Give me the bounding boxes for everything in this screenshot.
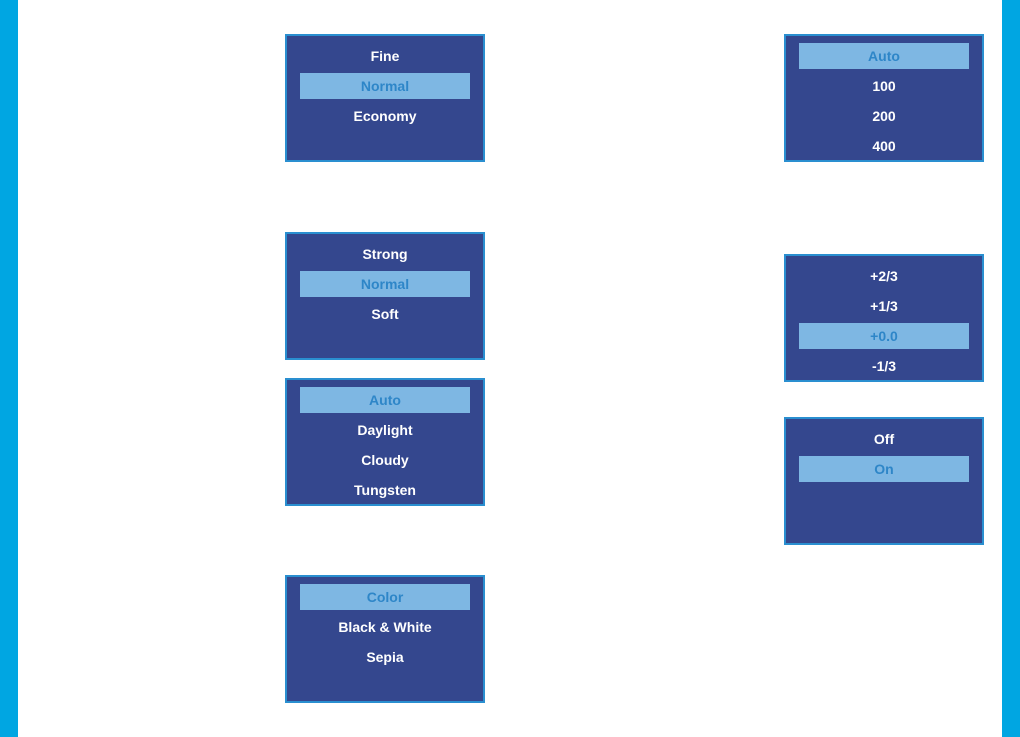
menu-option[interactable]: Fine [370,48,400,64]
menu-option[interactable]: Daylight [357,422,413,438]
menu-option[interactable]: 100 [872,78,896,94]
menu-option[interactable]: Tungsten [354,482,416,498]
iso-menu: Auto 100 200 400 [784,34,984,162]
menu-option[interactable]: Cloudy [361,452,409,468]
menu-option[interactable]: Auto [799,43,969,69]
menu-option[interactable]: Auto [300,387,470,413]
on-off-menu: Off On [784,417,984,545]
exposure-menu: +2/3 +1/3 +0.0 -1/3 [784,254,984,382]
menu-option[interactable]: -1/3 [871,358,897,374]
menu-option[interactable]: Soft [371,306,399,322]
left-accent-bar [0,0,18,737]
menu-option[interactable]: Normal [300,73,470,99]
menu-option[interactable]: +1/3 [870,298,898,314]
menu-option[interactable]: Economy [353,108,417,124]
menu-option[interactable]: Color [300,584,470,610]
menu-option[interactable]: On [799,456,969,482]
menu-option[interactable]: Normal [300,271,470,297]
white-balance-menu: Auto Daylight Cloudy Tungsten [285,378,485,506]
sharpness-menu: Strong Normal Soft [285,232,485,360]
menu-option[interactable]: 200 [872,108,896,124]
quality-menu: Fine Normal Economy [285,34,485,162]
right-accent-bar [1002,0,1020,737]
menu-option[interactable]: Off [873,431,895,447]
menu-option[interactable]: Sepia [366,649,404,665]
menu-option[interactable]: +0.0 [799,323,969,349]
menu-option[interactable]: Strong [362,246,408,262]
color-mode-menu: Color Black & White Sepia [285,575,485,703]
menu-option[interactable]: Black & White [338,619,432,635]
menu-option[interactable]: +2/3 [870,268,898,284]
menu-option[interactable]: 400 [872,138,896,154]
